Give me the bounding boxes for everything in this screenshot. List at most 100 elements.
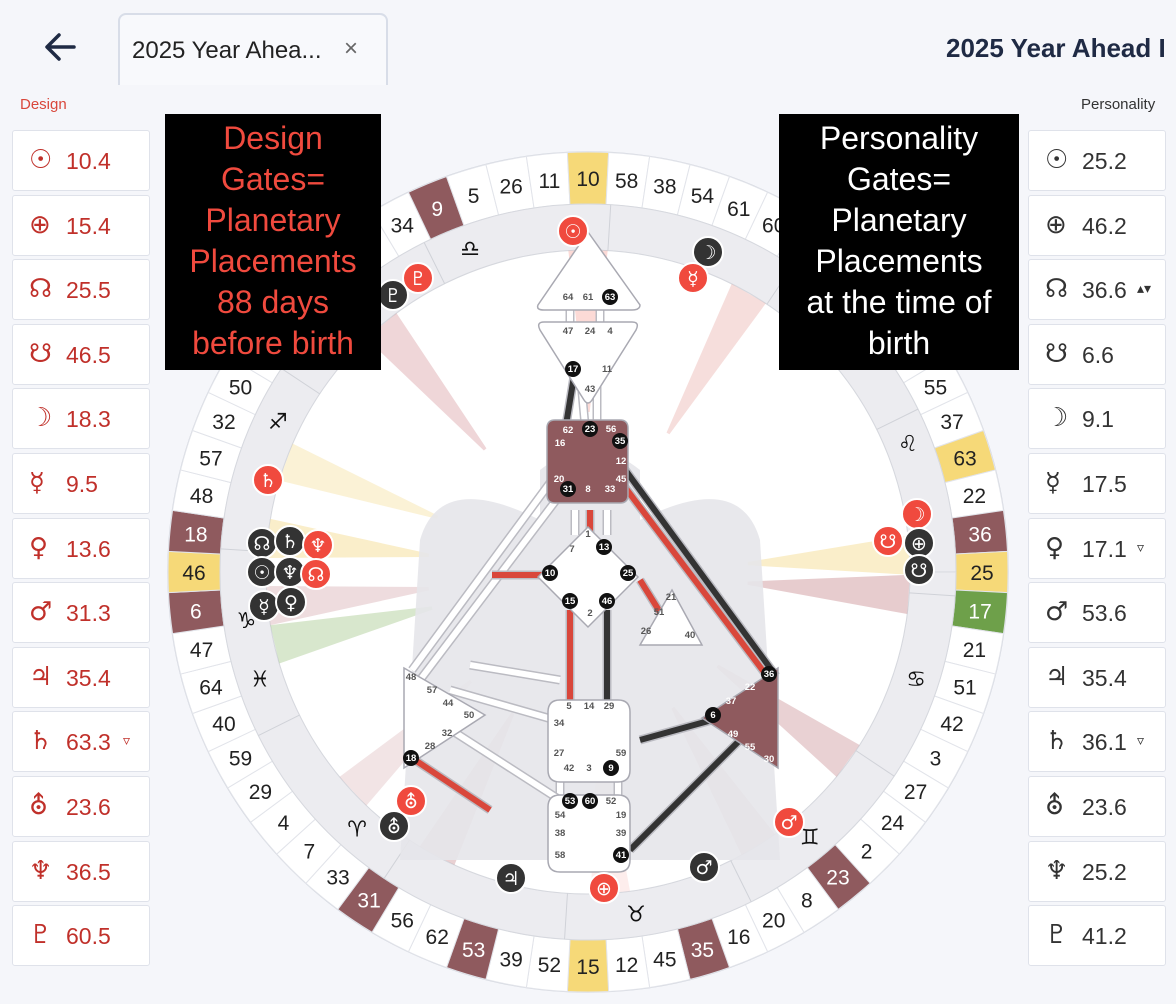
activation-ray bbox=[279, 443, 439, 519]
bodygraph-gate-number: 23 bbox=[585, 424, 596, 435]
personality-planet-card-north-node[interactable]: ☊ 36.6 ▴▾ bbox=[1028, 259, 1166, 321]
annotation-line: Planetary bbox=[831, 202, 967, 238]
gate-number: 58 bbox=[615, 170, 638, 193]
design-planet-card-sun[interactable]: ☉ 10.4 bbox=[12, 130, 150, 191]
planet-gate-line: 25.5 bbox=[66, 277, 111, 304]
bodygraph-gate-number: 55 bbox=[745, 742, 756, 753]
gate-activation-dot bbox=[705, 707, 721, 723]
zodiac-divider bbox=[607, 204, 612, 251]
bodygraph-gate-number: 6 bbox=[710, 710, 715, 721]
design-planet-card-saturn[interactable]: ♄ 63.3 ▿ bbox=[12, 711, 150, 773]
center-ego[interactable] bbox=[638, 588, 704, 646]
planet-gate-line: 6.6 bbox=[1082, 341, 1114, 368]
gate-number: 3 bbox=[930, 748, 942, 771]
gate-number: 18 bbox=[184, 523, 207, 546]
gate-number: 15 bbox=[576, 956, 599, 979]
neptune-icon: ♆ bbox=[29, 855, 53, 886]
design-planet-card-earth[interactable]: ⊕ 15.4 bbox=[12, 194, 150, 256]
design-planet-card-venus[interactable]: ♀ 13.6 bbox=[12, 517, 150, 579]
center-ajna[interactable] bbox=[537, 321, 639, 404]
annotation-line: Gates= bbox=[846, 161, 952, 197]
center-spleen[interactable] bbox=[403, 666, 487, 770]
earth-icon: ⊕ bbox=[29, 209, 51, 240]
bodygraph-gate-number: 59 bbox=[616, 748, 627, 759]
personality-planet-card-mars[interactable]: ♂ 53.6 bbox=[1028, 582, 1166, 644]
fixing-marker-icon: ▿ bbox=[123, 732, 131, 749]
gate-number: 11 bbox=[538, 170, 560, 193]
planet-gate-line: 9.1 bbox=[1082, 406, 1114, 433]
gate-number: 39 bbox=[499, 948, 522, 971]
gate-activation-dot bbox=[613, 847, 629, 863]
personality-planet-card-mercury[interactable]: ☿ 17.5 bbox=[1028, 453, 1166, 514]
personality-column-title: Personality bbox=[1081, 96, 1156, 113]
gate-number: 10 bbox=[576, 168, 599, 191]
design-planet-card-uranus[interactable]: ⛢ 23.6 bbox=[12, 776, 150, 837]
planet-gate-line: 10.4 bbox=[66, 148, 111, 174]
jupiter-icon: ♃ bbox=[1045, 661, 1069, 692]
gate-number: 40 bbox=[212, 713, 235, 736]
design-planet-card-mercury[interactable]: ☿ 9.5 bbox=[12, 453, 150, 514]
personality-planet-card-sun[interactable]: ☉ 25.2 bbox=[1028, 130, 1166, 191]
channel bbox=[409, 478, 555, 672]
jupiter-marker-icon bbox=[495, 862, 527, 894]
design-planet-card-neptune[interactable]: ♆ 36.5 bbox=[12, 840, 150, 902]
personality-planet-card-earth[interactable]: ⊕ 46.2 bbox=[1028, 194, 1166, 256]
earth-marker-glyph: ⊕ bbox=[596, 878, 612, 900]
close-tab-icon[interactable]: × bbox=[344, 35, 359, 62]
south-node-marker-glyph: ☋ bbox=[911, 560, 928, 582]
mars-marker-icon bbox=[688, 851, 720, 883]
gate-number: 51 bbox=[953, 676, 976, 699]
back-arrow-icon[interactable] bbox=[40, 26, 82, 68]
bodygraph-gate-number: 44 bbox=[443, 698, 454, 709]
jupiter-marker-glyph: ♃ bbox=[502, 868, 519, 890]
design-planet-card-south-node[interactable]: ☋ 46.5 bbox=[12, 323, 150, 385]
gate-activation-dot bbox=[582, 793, 598, 809]
gate-number: 42 bbox=[940, 713, 963, 736]
design-planet-card-pluto[interactable]: ♇ 60.5 bbox=[12, 905, 150, 967]
gate-number: 63 bbox=[953, 448, 976, 471]
planet-gate-line: 25.2 bbox=[1082, 858, 1127, 885]
bodygraph-gate-number: 3 bbox=[586, 763, 591, 774]
activation-ray bbox=[366, 313, 487, 451]
neptune-marker-glyph: ♆ bbox=[281, 562, 298, 584]
personality-planet-card-venus[interactable]: ♀ 17.1 ▿ bbox=[1028, 517, 1166, 579]
gate-number: 9 bbox=[431, 198, 443, 221]
gate-activation-dot bbox=[403, 750, 419, 766]
personality-planet-card-south-node[interactable]: ☋ 6.6 bbox=[1028, 323, 1166, 385]
personality-planet-card-neptune[interactable]: ♆ 25.2 bbox=[1028, 840, 1166, 902]
center-root[interactable] bbox=[547, 794, 631, 873]
page-title: 2025 Year Ahead I bbox=[946, 33, 1166, 63]
design-planet-card-jupiter[interactable]: ♃ 35.4 bbox=[12, 646, 150, 708]
planet-gate-line: 25.2 bbox=[1082, 148, 1127, 174]
channel bbox=[639, 717, 713, 743]
personality-planet-card-jupiter[interactable]: ♃ 35.4 bbox=[1028, 646, 1166, 708]
zodiac-divider bbox=[423, 242, 446, 284]
center-solar[interactable] bbox=[700, 666, 779, 770]
north-node-icon: ☊ bbox=[1045, 274, 1069, 305]
bodygraph-gate-number: 54 bbox=[555, 810, 566, 821]
gate-number: 16 bbox=[727, 926, 750, 949]
tab-2025-year-ahead[interactable]: 2025 Year Ahea... × bbox=[118, 13, 388, 85]
bodygraph-gate-number: 5 bbox=[566, 701, 572, 712]
planet-gate-line: 41.2 bbox=[1082, 923, 1127, 950]
sun-icon: ☉ bbox=[1045, 145, 1069, 175]
planet-gate-line: 9.5 bbox=[66, 471, 98, 497]
bodygraph-gate-number: 46 bbox=[602, 596, 613, 607]
fixing-marker-icon: ▿ bbox=[1137, 538, 1145, 555]
sun-marker-icon bbox=[557, 215, 589, 247]
design-planet-card-moon[interactable]: ☽ 18.3 bbox=[12, 388, 150, 450]
activation-ray bbox=[666, 283, 766, 435]
gate-activation-dot bbox=[560, 481, 576, 497]
bodygraph-gate-number: 41 bbox=[616, 850, 627, 861]
personality-planet-card-uranus[interactable]: ⛢ 23.6 bbox=[1028, 776, 1166, 837]
planet-gate-line: 15.4 bbox=[66, 212, 111, 239]
personality-planet-card-saturn[interactable]: ♄ 36.1 ▿ bbox=[1028, 711, 1166, 773]
gate-activation-dot bbox=[565, 361, 581, 377]
design-planet-card-north-node[interactable]: ☊ 25.5 bbox=[12, 259, 150, 321]
personality-planet-card-pluto[interactable]: ♇ 41.2 bbox=[1028, 905, 1166, 967]
bodygraph-gate-number: 25 bbox=[623, 568, 634, 579]
personality-planet-card-moon[interactable]: ☽ 9.1 bbox=[1028, 388, 1166, 450]
uranus-marker-glyph: ⛢ bbox=[404, 791, 418, 813]
design-planet-card-mars[interactable]: ♂ 31.3 bbox=[12, 582, 150, 644]
